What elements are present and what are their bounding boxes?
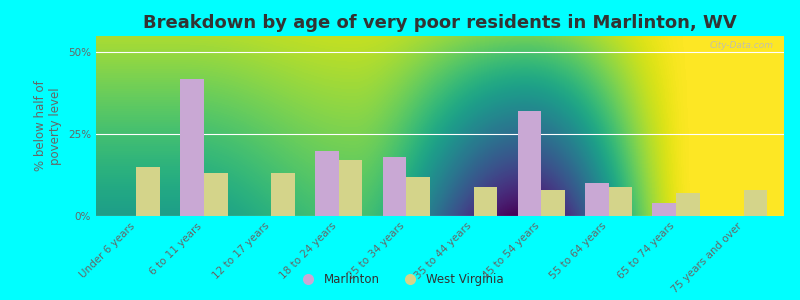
Bar bbox=[518, 111, 541, 216]
Bar bbox=[339, 160, 362, 216]
Bar bbox=[271, 173, 295, 216]
Bar bbox=[541, 190, 565, 216]
Bar bbox=[585, 183, 609, 216]
Bar bbox=[180, 79, 204, 216]
Y-axis label: % below half of
poverty level: % below half of poverty level bbox=[34, 81, 62, 171]
Title: Breakdown by age of very poor residents in Marlinton, WV: Breakdown by age of very poor residents … bbox=[143, 14, 737, 32]
Bar bbox=[137, 167, 160, 216]
Text: City-Data.com: City-Data.com bbox=[710, 41, 774, 50]
Bar bbox=[315, 151, 339, 216]
Bar bbox=[204, 173, 227, 216]
Legend: Marlinton, West Virginia: Marlinton, West Virginia bbox=[291, 269, 509, 291]
Bar bbox=[743, 190, 767, 216]
Bar bbox=[676, 193, 700, 216]
Bar bbox=[382, 157, 406, 216]
Bar bbox=[609, 187, 632, 216]
Bar bbox=[406, 177, 430, 216]
Bar bbox=[474, 187, 498, 216]
Bar bbox=[653, 203, 676, 216]
